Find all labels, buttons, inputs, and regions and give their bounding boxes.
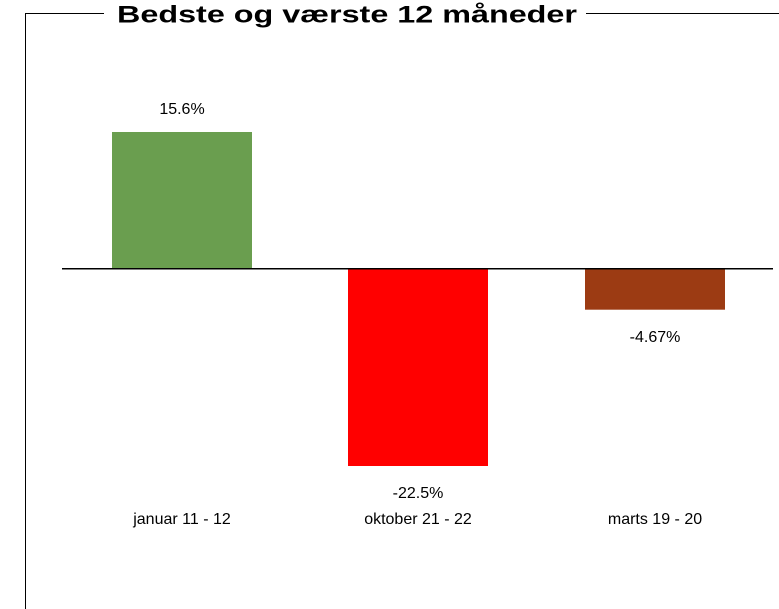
- x-tick-label: oktober 21 - 22: [364, 511, 472, 528]
- x-tick-label: januar 11 - 12: [132, 511, 231, 528]
- data-label: -4.67%: [630, 329, 681, 346]
- bar: [585, 268, 725, 310]
- title-background: [104, 0, 586, 30]
- bar: [348, 268, 488, 466]
- chart-title: Bedste og værste 12 måneder: [117, 1, 577, 28]
- x-tick-label: marts 19 - 20: [608, 511, 702, 528]
- data-label: 15.6%: [159, 101, 204, 118]
- data-label: -22.5%: [393, 485, 444, 502]
- bar: [112, 132, 252, 269]
